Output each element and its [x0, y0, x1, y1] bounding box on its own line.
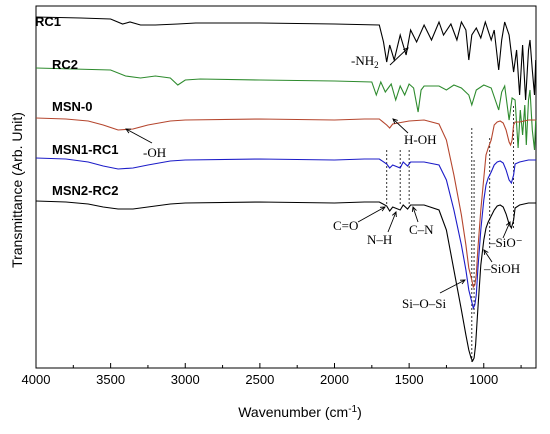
annotation-label-sio: –SiO⁻	[488, 235, 523, 250]
annotation-arrow-hoh	[392, 118, 409, 134]
x-axis-title-close: )	[357, 404, 362, 420]
annotation-arrow-co	[357, 206, 386, 223]
annotation-arrowhead-siosi	[459, 279, 466, 285]
annotation-arrowhead-nh	[392, 211, 397, 218]
annotation-arrow-sio	[502, 221, 511, 239]
annotation-arrowhead-nh2	[403, 47, 409, 53]
annotation-label-siosi: Si–O–Si	[402, 296, 446, 311]
annotation-arrow-siosi	[439, 279, 466, 294]
annotation-arrowhead-oh	[125, 128, 132, 134]
x-tick-label-3500: 3500	[96, 372, 125, 387]
series-label-group: RC1 RC2 MSN-0 MSN1-RC1 MSN2-RC2	[35, 14, 118, 198]
annotation-group: -NH2 -OH H-OH C=O N–H C–N –SiO⁻ –SiOH Si–O–Si	[125, 47, 523, 311]
plot-frame	[35, 5, 537, 369]
series-label-rc2: RC2	[52, 57, 78, 72]
x-tick-label-3000: 3000	[171, 372, 200, 387]
annotation-arrowhead-sio	[505, 221, 511, 228]
series-line-msn2-rc2	[35, 200, 536, 363]
annotation-arrowhead-co	[379, 206, 386, 212]
annotation-arrow-sioh	[483, 249, 493, 263]
x-tick-label-2500: 2500	[245, 372, 274, 387]
annotation-label-cn: C–N	[409, 222, 434, 237]
series-line-rc2	[35, 67, 537, 151]
annotation-label-nh2: -NH2	[351, 53, 379, 70]
series-label-msn-0: MSN-0	[52, 99, 92, 114]
x-axis-title-sup: -1	[348, 404, 357, 415]
annotation-arrowhead-sioh	[483, 249, 489, 256]
series-line-msn1-rc1	[35, 157, 536, 310]
annotation-label-sioh: –SiOH	[483, 261, 520, 276]
series-layer	[35, 16, 537, 363]
y-axis-title: Transmittance (Arb. Unit)	[9, 112, 25, 268]
x-tick-label-1000: 1000	[469, 372, 498, 387]
series-label-msn1-rc1: MSN1-RC1	[52, 142, 118, 157]
x-tick-label-2000: 2000	[320, 372, 349, 387]
annotation-sub-nh2: 2	[374, 60, 379, 70]
annotation-label-oh: -OH	[143, 145, 166, 160]
series-line-msn-0	[35, 117, 536, 289]
x-axis-title-main: Wavenumber (cm	[238, 404, 348, 420]
series-line-rc1	[35, 16, 537, 101]
x-axis-title: Wavenumber (cm-1)	[238, 404, 362, 420]
annotation-arrow-nh2	[389, 47, 409, 66]
series-label-msn2-rc2: MSN2-RC2	[52, 183, 118, 198]
annotation-arrowhead-hoh	[392, 118, 398, 124]
x-axis-ticks: 4000 3500 3000 2500 2000 1500 1000	[22, 363, 522, 387]
annotation-arrow-oh	[125, 128, 153, 144]
series-label-rc1: RC1	[35, 14, 61, 29]
x-tick-label-1500: 1500	[395, 372, 424, 387]
annotation-label-hoh: H-OH	[404, 132, 437, 147]
x-tick-label-4000: 4000	[22, 372, 51, 387]
annotation-arrow-cn	[412, 206, 419, 223]
annotation-label-nh: N–H	[367, 232, 392, 247]
annotation-arrowhead-cn	[411, 206, 417, 213]
annotation-label-co: C=O	[333, 218, 358, 233]
annotation-arrow-nh	[387, 211, 397, 233]
